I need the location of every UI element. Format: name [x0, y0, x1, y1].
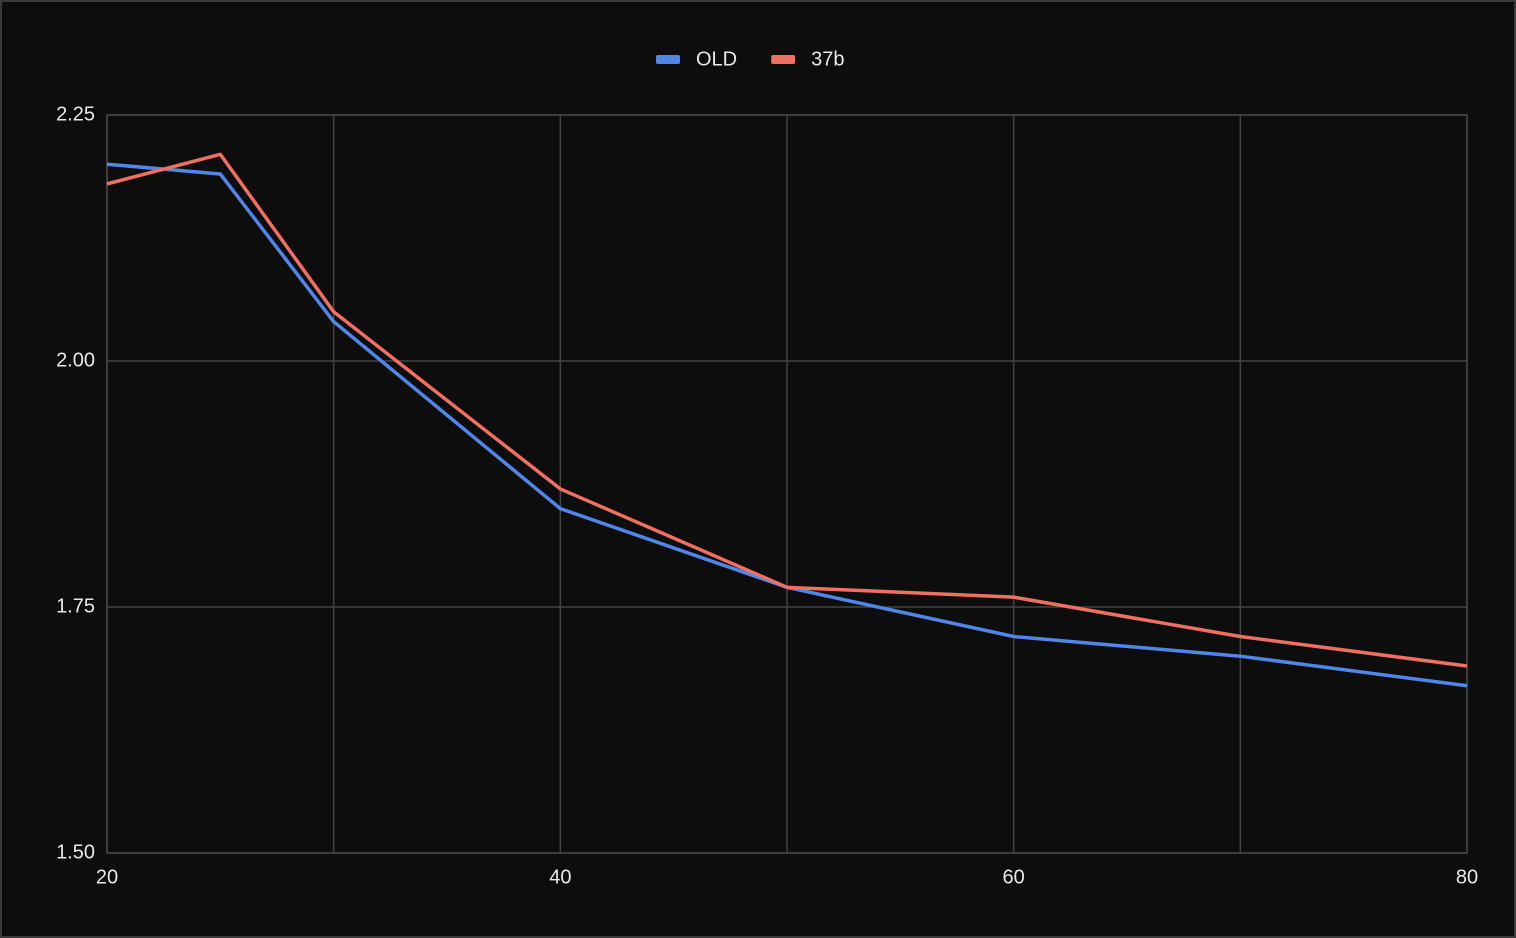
x-tick-label: 20 — [96, 866, 118, 888]
legend-swatch — [771, 55, 796, 64]
legend-swatch — [656, 55, 680, 64]
legend-label: 37b — [811, 48, 844, 70]
legend-label: OLD — [696, 48, 737, 70]
y-tick-label: 2.25 — [56, 103, 95, 125]
y-tick-label: 1.50 — [56, 841, 95, 863]
x-tick-label: 80 — [1456, 866, 1478, 888]
y-tick-label: 2.00 — [56, 349, 95, 371]
x-tick-label: 40 — [549, 866, 571, 888]
data-line — [106, 152, 1468, 668]
y-tick-label: 1.75 — [56, 595, 95, 617]
x-tick-label: 60 — [1003, 866, 1025, 888]
data-line — [106, 162, 1468, 688]
